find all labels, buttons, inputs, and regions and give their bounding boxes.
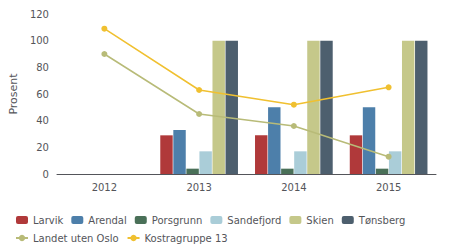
svg-text:Porsgrunn: Porsgrunn [152,215,203,226]
svg-text:Kostragruppe 13: Kostragruppe 13 [145,233,228,244]
svg-text:0: 0 [43,169,49,180]
svg-text:40: 40 [36,115,49,126]
svg-text:2015: 2015 [376,182,401,193]
svg-text:Tønsberg: Tønsberg [358,215,406,226]
svg-text:Landet uten Oslo: Landet uten Oslo [33,233,119,244]
svg-text:Arendal: Arendal [88,215,126,226]
svg-text:2014: 2014 [281,182,306,193]
svg-text:20: 20 [36,142,49,153]
svg-text:Larvik: Larvik [33,215,64,226]
svg-text:2013: 2013 [186,182,211,193]
svg-text:Skien: Skien [306,215,333,226]
svg-text:120: 120 [30,9,49,20]
svg-text:80: 80 [36,62,49,73]
svg-text:60: 60 [36,89,49,100]
svg-text:Prosent: Prosent [7,73,20,115]
svg-text:Sandefjord: Sandefjord [227,215,281,226]
svg-text:100: 100 [30,35,49,46]
svg-text:2012: 2012 [92,182,117,193]
